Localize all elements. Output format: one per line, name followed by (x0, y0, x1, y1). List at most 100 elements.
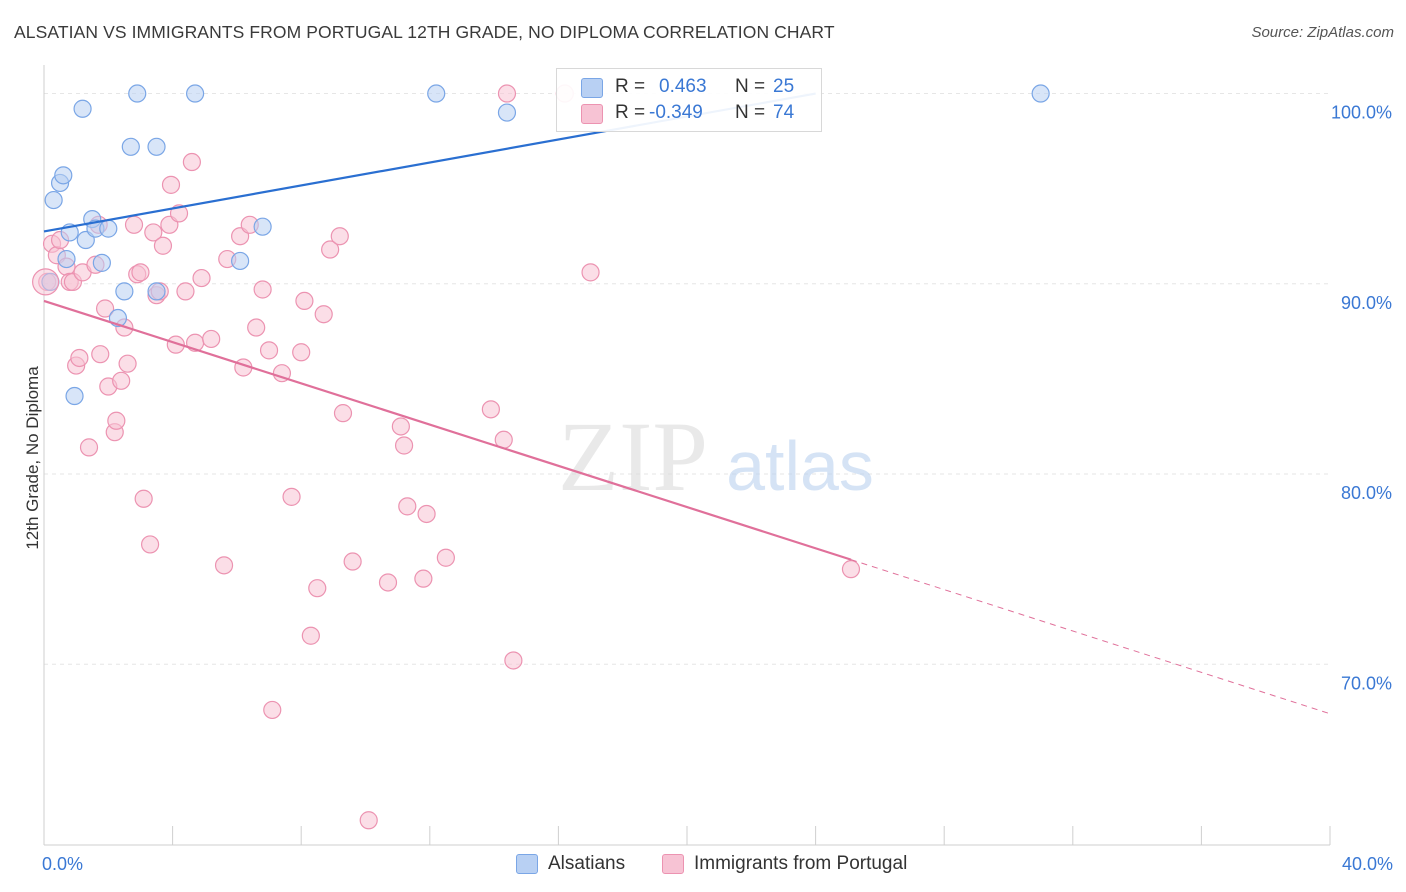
legend-n-label: N = (735, 76, 766, 97)
portugal-point (247, 318, 266, 337)
portugal-point (144, 223, 163, 242)
alsatians-point (231, 251, 250, 271)
portugal-point (436, 548, 455, 567)
portugal-point (308, 579, 327, 598)
legend-swatch-blue (581, 78, 603, 98)
portugal-point (504, 651, 523, 670)
portugal-point (391, 417, 410, 436)
alsatians-point (186, 84, 205, 103)
tick-labels: 70.0% 80.0% 90.0% 100.0% 0.0% 40.0% (42, 103, 1393, 874)
portugal-point (70, 348, 89, 368)
portugal-point (314, 305, 333, 324)
alsatians-point (44, 190, 63, 210)
legend-item-alsatians[interactable]: Alsatians (516, 852, 625, 876)
alsatians-point (128, 84, 147, 103)
legend-swatch-blue (516, 854, 538, 874)
alsatians-point (115, 282, 134, 301)
portugal-point (176, 282, 195, 301)
portugal-point (292, 343, 311, 362)
data-points (32, 84, 1050, 830)
portugal-point (161, 175, 181, 194)
alsatians-point (92, 253, 111, 272)
legend-r-label: R = (615, 76, 646, 97)
portugal-point (202, 329, 221, 349)
portugal-point (841, 560, 861, 579)
alsatians-point (99, 219, 118, 238)
alsatians-point (497, 103, 517, 122)
legend-n-value: 25 (773, 76, 795, 97)
portugal-point (134, 489, 153, 508)
legend-n-value: 74 (773, 102, 795, 123)
legend-swatch-pink (581, 104, 603, 124)
y-tick-label: 70.0% (1341, 673, 1392, 693)
alsatians-point (65, 386, 84, 406)
portugal-point (417, 504, 436, 524)
y-tick-label: 100.0% (1331, 103, 1392, 123)
legend-r-value: 0.463 (659, 76, 707, 97)
portugal-trend-extension (850, 559, 1331, 715)
alsatians-point (427, 84, 446, 103)
portugal-point (581, 263, 600, 282)
alsatians-point (147, 137, 166, 156)
portugal-point (414, 569, 433, 588)
portugal-point (263, 700, 282, 720)
portugal-point (166, 335, 185, 354)
portugal-point (153, 236, 173, 255)
portugal-point (343, 552, 362, 571)
legend-label-alsatians: Alsatians (548, 853, 626, 874)
x-tick-label: 0.0% (42, 854, 83, 874)
portugal-point (182, 152, 201, 172)
legend-r-label: R = (615, 102, 646, 123)
portugal-point (359, 811, 378, 830)
portugal-point (301, 626, 320, 645)
y-tick-label: 80.0% (1341, 483, 1392, 503)
alsatians-point (121, 137, 140, 156)
alsatians-point (147, 282, 166, 301)
alsatians-point (54, 166, 73, 185)
alsatians-point (73, 99, 92, 118)
portugal-point (497, 84, 517, 103)
portugal-point (394, 436, 414, 455)
portugal-point (321, 240, 340, 259)
stats-legend: R = 0.463 N = 25 R = -0.349 N = 74 (556, 68, 822, 132)
source-label: Source: ZipAtlas.com (1251, 24, 1394, 41)
watermark-zip: ZIP (558, 401, 708, 512)
legend-label-portugal: Immigrants from Portugal (694, 853, 908, 874)
portugal-point (330, 227, 349, 246)
portugal-point (295, 291, 314, 311)
portugal-point (140, 535, 160, 554)
portugal-point (112, 371, 131, 390)
portugal-trend-line (43, 299, 852, 561)
portugal-point (91, 345, 110, 364)
portugal-point (398, 497, 417, 516)
portugal-point (95, 299, 115, 318)
portugal-point (378, 573, 398, 592)
portugal-point (333, 404, 353, 423)
legend-n-label: N = (735, 102, 766, 123)
alsatians-point (1031, 84, 1050, 103)
portugal-point (118, 354, 137, 373)
portugal-point (192, 268, 211, 288)
portugal-point (259, 341, 279, 360)
portugal-point (253, 280, 272, 299)
alsatians-point (253, 217, 272, 236)
portugal-point (481, 400, 500, 419)
portugal-point (124, 215, 144, 234)
legend-r-value: -0.349 (649, 102, 703, 123)
portugal-point (107, 411, 126, 430)
axes (43, 65, 1331, 846)
legend-swatch-pink (662, 854, 684, 874)
alsatians-point (57, 249, 76, 269)
watermark-atlas: atlas (726, 427, 874, 505)
chart-title: ALSATIAN VS IMMIGRANTS FROM PORTUGAL 12T… (14, 22, 835, 42)
x-tick-label: 40.0% (1342, 854, 1393, 874)
grid-lines (44, 93, 1330, 665)
y-tick-label: 90.0% (1341, 293, 1392, 313)
portugal-point (79, 438, 99, 457)
portugal-point (282, 487, 301, 506)
portugal-point (32, 268, 60, 296)
watermark: ZIP atlas (558, 401, 874, 512)
legend-item-portugal[interactable]: Immigrants from Portugal (662, 852, 907, 876)
portugal-point (131, 263, 150, 282)
